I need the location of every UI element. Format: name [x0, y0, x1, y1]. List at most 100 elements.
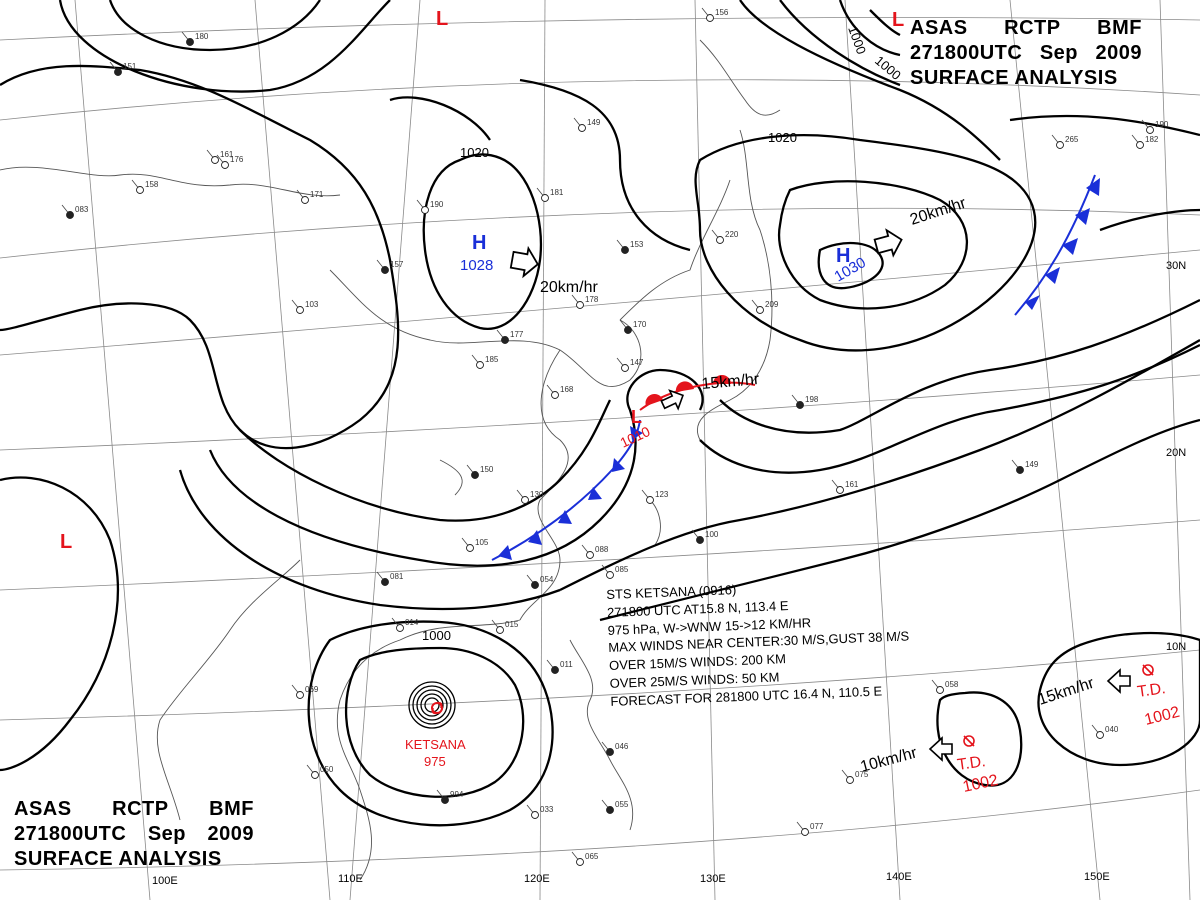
station-value: 130 — [530, 490, 544, 499]
station-value: 015 — [505, 620, 519, 629]
station-circle-icon — [301, 196, 309, 204]
station-circle-icon — [706, 14, 714, 22]
low-symbol: L — [631, 407, 642, 427]
isobar-label: 1020 — [460, 145, 489, 160]
station-value: 075 — [855, 770, 869, 779]
station-plot: 054 — [526, 574, 554, 589]
station-circle-icon — [606, 748, 614, 756]
station-circle-icon — [846, 776, 854, 784]
station-value: 077 — [810, 822, 824, 831]
station-value: 168 — [560, 385, 574, 394]
station-circle-icon — [624, 326, 632, 334]
station-value: 105 — [475, 538, 489, 547]
header-text: 271800UTC — [14, 823, 127, 845]
station-circle-icon — [381, 266, 389, 274]
station-plot: 033 — [526, 804, 554, 819]
station-plot: 100 — [691, 529, 719, 544]
motion-arrow-icon — [873, 228, 903, 258]
station-circle-icon — [221, 161, 229, 169]
station-plot: 994 — [436, 789, 464, 804]
station-value: 040 — [1105, 725, 1119, 734]
station-value: 190 — [1155, 120, 1169, 129]
header-text: 271800UTC — [910, 42, 1023, 64]
station-plot: 171 — [296, 189, 324, 204]
station-plot: 149 — [573, 117, 601, 132]
motion-arrow-icon — [509, 245, 539, 279]
station-circle-icon — [531, 581, 539, 589]
header-text: Sep — [147, 823, 187, 845]
station-plot: 156 — [701, 7, 729, 22]
station-circle-icon — [66, 211, 74, 219]
station-value: 100 — [705, 530, 719, 539]
station-plot: 088 — [581, 544, 609, 559]
station-value: 123 — [655, 490, 669, 499]
td-label: T.D. — [956, 753, 987, 774]
station-plot: 149 — [1011, 459, 1039, 474]
station-circle-icon — [801, 828, 809, 836]
isobar-label: 1000 — [422, 628, 451, 643]
header-text: 2009 — [207, 823, 254, 845]
station-circle-icon — [606, 571, 614, 579]
motion-arrow-icon — [1106, 668, 1131, 694]
low-symbol: L — [892, 9, 904, 31]
station-value: 085 — [615, 565, 629, 574]
station-plot: 150 — [466, 464, 494, 479]
td-label: T.D. — [1136, 680, 1167, 701]
station-circle-icon — [531, 811, 539, 819]
station-circle-icon — [796, 401, 804, 409]
station-plot: 011 — [546, 659, 573, 674]
station-circle-icon — [381, 578, 389, 586]
station-plot: 185 — [471, 354, 499, 369]
station-value: 171 — [310, 190, 324, 199]
station-plot: 081 — [376, 571, 404, 586]
station-plot: 190 — [1141, 119, 1169, 134]
station-value: 153 — [630, 240, 644, 249]
station-circle-icon — [716, 236, 724, 244]
station-circle-icon — [114, 68, 122, 76]
header-text: ASAS — [910, 17, 968, 39]
td-symbol-icon — [1142, 664, 1154, 676]
station-value: 180 — [195, 32, 209, 41]
station-plot: 190 — [416, 199, 444, 214]
lon-label: 110E — [338, 873, 363, 885]
station-plot: 058 — [931, 679, 959, 694]
station-plot: 055 — [601, 799, 629, 814]
station-value: 069 — [305, 685, 319, 694]
station-value: 220 — [725, 230, 739, 239]
high-symbol: H — [472, 232, 486, 254]
header-text: SURFACE ANALYSIS — [910, 67, 1118, 89]
td-symbol-icon — [963, 735, 975, 747]
lon-label: 120E — [524, 873, 550, 885]
station-plot: 178 — [571, 294, 599, 309]
station-plots: 151 161 156 180 176 158 083 171 190 157 149 181 153 2… — [61, 7, 1169, 866]
station-plot: 015 — [491, 619, 519, 634]
station-value: 011 — [560, 660, 573, 669]
station-plot: 085 — [601, 564, 629, 579]
typhoon-label: KETSANA 975 — [405, 737, 466, 769]
station-circle-icon — [296, 691, 304, 699]
header-text: Sep — [1039, 42, 1079, 64]
station-value: 088 — [595, 545, 609, 554]
header-bottom-left: ASAS RCTP BMF 271800UTC Sep 2009 SURFACE ANA… — [14, 797, 254, 872]
motion-speed: 15km/hr — [701, 371, 761, 393]
lon-label: 100E — [152, 875, 178, 887]
station-circle-icon — [186, 38, 194, 46]
station-plot: 157 — [376, 259, 404, 274]
station-circle-icon — [621, 364, 629, 372]
motion-arrow-icon — [660, 389, 684, 411]
lat-label: 30N — [1166, 260, 1186, 272]
station-plot: 168 — [546, 384, 574, 399]
typhoon-name: KETSANA — [405, 737, 466, 752]
station-circle-icon — [136, 186, 144, 194]
station-circle-icon — [296, 306, 304, 314]
isobar-label: 1020 — [768, 130, 797, 145]
station-value: 181 — [550, 188, 564, 197]
station-value: 014 — [405, 618, 419, 627]
high-center-west: H 1028 20km/hr — [460, 232, 598, 296]
station-plot: 083 — [61, 204, 89, 219]
station-value: 157 — [390, 260, 404, 269]
station-value: 176 — [230, 155, 244, 164]
station-circle-icon — [476, 361, 484, 369]
isobars — [0, 0, 1200, 827]
